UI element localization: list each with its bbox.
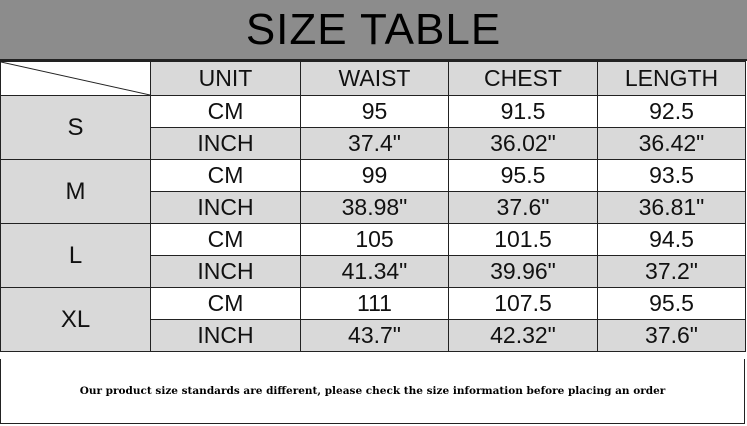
header-row: UNIT WAIST CHEST LENGTH: [0, 61, 746, 96]
table-row: INCH 41.34" 39.96" 37.2": [1, 255, 746, 288]
table-row: M CM 99 95.5 93.5: [0, 159, 746, 224]
table-row: INCH 37.4" 36.02" 36.42": [1, 127, 746, 160]
size-label: L: [0, 223, 151, 288]
unit-cell: CM: [150, 95, 301, 128]
page-title: SIZE TABLE: [0, 0, 747, 61]
length-cell: 92.5: [597, 95, 746, 128]
chest-cell: 36.02": [448, 127, 598, 160]
footer-note: Our product size standards are different…: [0, 359, 745, 424]
header-unit: UNIT: [150, 61, 301, 96]
unit-cell: CM: [150, 159, 301, 192]
chest-cell: 107.5: [448, 287, 598, 320]
size-label: M: [0, 159, 151, 224]
header-length: LENGTH: [597, 61, 746, 96]
size-table: UNIT WAIST CHEST LENGTH S CM 95 91.5 92.5 INC…: [0, 61, 746, 352]
chest-cell: 37.6": [448, 191, 598, 224]
waist-cell: 111: [300, 287, 449, 320]
length-cell: 37.2": [597, 255, 746, 288]
chest-cell: 101.5: [448, 223, 598, 256]
unit-cell: INCH: [150, 127, 301, 160]
size-label: XL: [0, 287, 151, 352]
unit-cell: INCH: [150, 191, 301, 224]
size-label: S: [0, 95, 151, 160]
unit-cell: CM: [150, 287, 301, 320]
waist-cell: 38.98": [300, 191, 449, 224]
corner-cell: [0, 61, 151, 96]
waist-cell: 99: [300, 159, 449, 192]
waist-cell: 41.34": [300, 255, 449, 288]
header-chest: CHEST: [448, 61, 598, 96]
unit-cell: INCH: [150, 255, 301, 288]
chest-cell: 95.5: [448, 159, 598, 192]
chest-cell: 39.96": [448, 255, 598, 288]
table-row: XL CM 111 107.5 95.5: [0, 287, 746, 352]
length-cell: 95.5: [597, 287, 746, 320]
waist-cell: 37.4": [300, 127, 449, 160]
length-cell: 36.81": [597, 191, 746, 224]
chest-cell: 42.32": [448, 319, 598, 352]
header-waist: WAIST: [300, 61, 449, 96]
chest-cell: 91.5: [448, 95, 598, 128]
waist-cell: 95: [300, 95, 449, 128]
waist-cell: 105: [300, 223, 449, 256]
length-cell: 36.42": [597, 127, 746, 160]
table-row: INCH 43.7" 42.32" 37.6": [1, 319, 746, 352]
table-row: S CM 95 91.5 92.5: [0, 95, 746, 160]
table-row: L CM 105 101.5 94.5: [0, 223, 746, 288]
waist-cell: 43.7": [300, 319, 449, 352]
length-cell: 94.5: [597, 223, 746, 256]
length-cell: 93.5: [597, 159, 746, 192]
unit-cell: CM: [150, 223, 301, 256]
table-row: INCH 38.98" 37.6" 36.81": [1, 191, 746, 224]
unit-cell: INCH: [150, 319, 301, 352]
length-cell: 37.6": [597, 319, 746, 352]
